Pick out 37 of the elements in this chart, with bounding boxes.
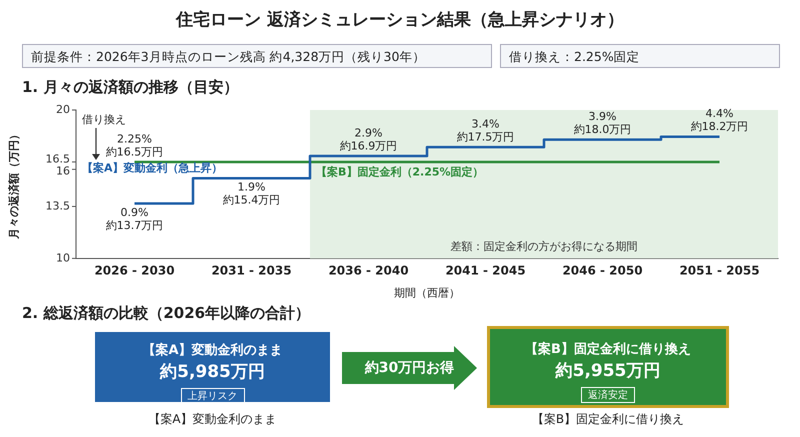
x-tick-label: 2046 - 2050 xyxy=(562,264,643,278)
y-tick-label: 13.5 xyxy=(46,199,70,212)
text: 2. 総返済額の比較（2026年以降の合計） xyxy=(22,304,310,323)
annotation: 借り換え xyxy=(82,112,126,126)
data-label: 4.4% 約18.2万円 xyxy=(690,107,748,134)
y-tick-label: 16.5 xyxy=(46,152,70,166)
band-label: 差額：固定金利の方がお得になる期間 xyxy=(450,240,638,253)
data-label: 0.9% 約13.7万円 xyxy=(106,206,164,232)
text: 【案B】固定金利に借り換え xyxy=(530,411,686,428)
data-label: 3.4% 約17.5万円 xyxy=(456,117,514,144)
text: 上昇リスク xyxy=(180,388,244,404)
x-tick-label: 2036 - 2040 xyxy=(328,264,409,278)
data-label: 2.9% 約16.9万円 xyxy=(340,126,398,152)
x-axis-title: 期間（西暦） xyxy=(394,287,460,300)
chart-subtitle: 1. 月々の返済額の推移（目安） xyxy=(22,78,238,97)
text: 借り換え：2.25%固定 xyxy=(500,44,780,68)
text: 返済安定 xyxy=(581,387,635,403)
series-label: 【案A】変動金利（急上昇） xyxy=(82,162,223,175)
text: 前提条件：2026年3月時点のローン残高 約4,328万円（残り30年） xyxy=(22,44,492,68)
text: 約5,985万円 xyxy=(158,361,266,383)
chart-title: 住宅ローン 返済シミュレーション結果（急上昇シナリオ） xyxy=(174,9,625,31)
x-tick-label: 2026 - 2030 xyxy=(94,264,175,278)
x-tick-label: 2041 - 2045 xyxy=(445,264,526,278)
y-tick-label: 10 xyxy=(56,251,70,264)
text: 約5,955万円 xyxy=(554,360,662,382)
series-label: 【案B】固定金利（2.25%固定） xyxy=(316,165,484,178)
data-label: 3.9% 約18.0万円 xyxy=(574,110,632,136)
y-axis-title: 月々の返済額（万円） xyxy=(8,129,21,240)
y-tick-label: 16 xyxy=(56,164,70,178)
data-label: 2.25% 約16.5万円 xyxy=(106,132,164,158)
y-tick-label: 20 xyxy=(56,102,70,116)
text: 【案A】変動金利のまま xyxy=(141,342,284,359)
data-label: 1.9% 約15.4万円 xyxy=(222,180,280,207)
text: 【案A】変動金利のまま xyxy=(147,411,278,428)
x-tick-label: 2051 - 2055 xyxy=(679,264,760,278)
text: 【案B】固定金利に借り換え xyxy=(524,340,692,358)
x-tick-label: 2031 - 2035 xyxy=(211,264,292,278)
